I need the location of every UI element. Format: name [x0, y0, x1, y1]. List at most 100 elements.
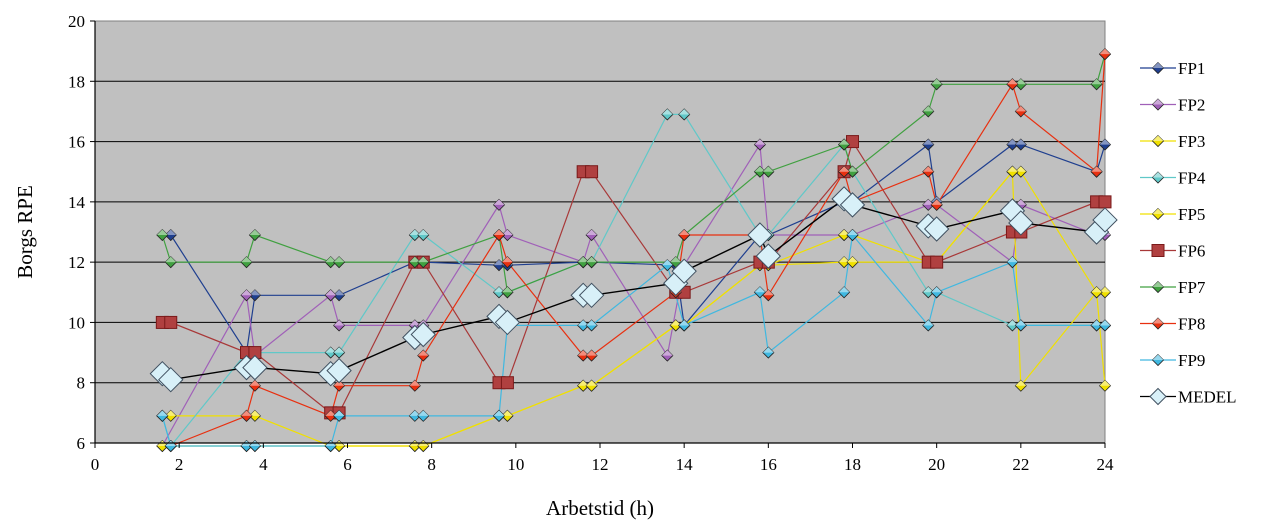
data-point	[324, 346, 337, 359]
legend-label: FP7	[1178, 278, 1206, 297]
y-tick-label: 16	[68, 133, 85, 152]
x-tick-label: 10	[507, 455, 524, 474]
data-point	[922, 138, 935, 151]
data-point	[1006, 319, 1019, 332]
data-point	[585, 319, 598, 332]
legend-marker	[1151, 171, 1165, 184]
legend-label: MEDEL	[1178, 388, 1237, 407]
legend-marker	[1149, 387, 1167, 406]
legend: FP1 FP2 FP3 FP4 FP5 FP6 FP7 FP8 FP9 MEDEL	[1140, 59, 1237, 407]
data-point	[1014, 138, 1027, 151]
data-point	[417, 228, 430, 242]
data-point	[1090, 286, 1103, 299]
data-point	[1090, 78, 1103, 91]
data-point	[661, 108, 674, 121]
series-line-fp7	[161, 54, 1106, 294]
data-point	[577, 319, 590, 332]
data-point	[333, 256, 346, 269]
series-line-medel	[161, 197, 1106, 381]
legend-label: FP2	[1178, 96, 1205, 115]
y-tick-labels: 6 8 10 12 14 16 18 20	[68, 12, 86, 453]
x-tick-label: 24	[1097, 455, 1115, 474]
legend-marker	[1151, 134, 1165, 148]
data-point	[669, 319, 682, 332]
data-point	[333, 409, 346, 422]
legend-item-fp7: FP7	[1140, 278, 1206, 297]
y-tick-label: 8	[77, 374, 86, 393]
data-point	[678, 108, 691, 121]
data-point	[408, 409, 421, 422]
data-point	[408, 379, 421, 392]
legend-marker	[1151, 280, 1165, 294]
legend-label: FP9	[1178, 351, 1205, 370]
data-point	[585, 349, 598, 362]
data-point	[408, 228, 421, 242]
data-point	[678, 319, 691, 332]
x-tick-label: 14	[676, 455, 694, 474]
data-point	[922, 198, 935, 211]
data-point	[1098, 48, 1112, 61]
data-point	[1014, 165, 1027, 178]
legend-item-fp4: FP4	[1140, 169, 1206, 188]
series-line-fp6	[162, 140, 1105, 414]
data-point	[577, 256, 590, 269]
data-point	[156, 228, 169, 242]
data-point	[1006, 256, 1019, 269]
data-point	[585, 228, 598, 242]
data-point	[930, 78, 943, 91]
data-point	[248, 228, 261, 242]
series-points-medel	[149, 186, 1118, 393]
data-point	[333, 346, 346, 359]
data-point	[1014, 105, 1027, 118]
data-point	[922, 319, 935, 332]
x-tick-label: 16	[760, 455, 777, 474]
legend-item-medel: MEDEL	[1140, 388, 1237, 407]
x-axis-title: Arbetstid (h)	[546, 496, 654, 520]
legend-label: FP8	[1178, 315, 1205, 334]
data-point	[753, 138, 766, 151]
data-point	[158, 366, 184, 393]
data-point	[324, 289, 337, 302]
data-point	[501, 228, 514, 242]
data-point	[753, 286, 766, 299]
data-point	[922, 105, 935, 118]
data-point	[408, 256, 421, 269]
legend-item-fp1: FP1	[1140, 59, 1205, 78]
data-point	[1098, 138, 1112, 151]
data-point	[494, 309, 521, 336]
legend-label: FP1	[1178, 59, 1205, 78]
data-point	[1014, 78, 1027, 91]
data-point	[585, 379, 598, 392]
y-tick-label: 6	[77, 434, 86, 453]
x-tick-label: 4	[259, 455, 268, 474]
data-point	[492, 286, 506, 299]
x-tick-label: 12	[592, 455, 609, 474]
data-point	[324, 256, 337, 269]
data-point	[585, 165, 599, 179]
series-lines	[161, 54, 1106, 448]
data-point	[671, 258, 697, 284]
legend-item-fp2: FP2	[1140, 96, 1205, 115]
data-point	[747, 222, 773, 248]
x-tick-label: 2	[175, 455, 184, 474]
data-point	[1098, 195, 1112, 209]
legend-marker	[1151, 98, 1165, 111]
data-point	[1006, 78, 1019, 91]
data-point	[501, 256, 514, 269]
data-point	[164, 256, 177, 269]
data-point	[838, 228, 851, 242]
data-point	[248, 409, 261, 422]
data-point	[661, 349, 674, 362]
data-point	[846, 165, 859, 178]
data-point	[242, 354, 268, 381]
data-point	[755, 243, 782, 269]
legend-marker	[1151, 317, 1165, 330]
y-tick-label: 10	[68, 313, 85, 332]
y-tick-label: 20	[68, 12, 85, 31]
axes	[90, 20, 1106, 448]
series-line-fp9	[161, 233, 1105, 447]
data-point	[846, 256, 859, 269]
data-point	[492, 228, 506, 242]
data-point	[577, 379, 590, 392]
data-point	[324, 409, 337, 422]
